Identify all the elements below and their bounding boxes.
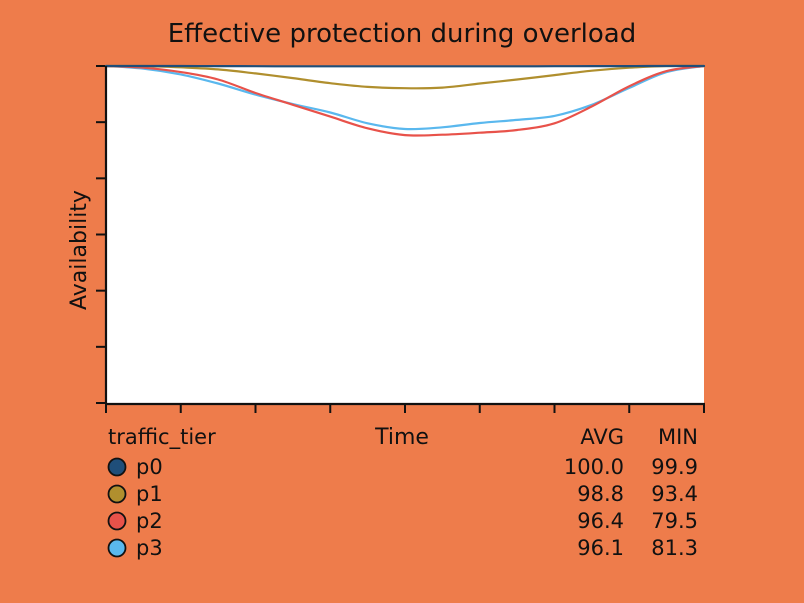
legend-col-min: MIN xyxy=(658,425,698,449)
legend-label-p0: p0 xyxy=(136,455,163,479)
legend-marker-p3 xyxy=(107,538,127,558)
chart-title: Effective protection during overload xyxy=(168,19,636,49)
legend: p0 100.0 99.9 p1 98.8 93.4 p2 96.4 79.5 p3 96.1 81.… xyxy=(107,455,698,560)
legend-avg-p1: 98.8 xyxy=(577,482,624,506)
legend-avg-p0: 100.0 xyxy=(564,455,624,479)
legend-min-p0: 99.9 xyxy=(651,455,698,479)
legend-marker-p2 xyxy=(107,511,127,531)
legend-marker-p1 xyxy=(107,484,127,504)
legend-avg-p3: 96.1 xyxy=(577,536,624,560)
legend-marker-p0 xyxy=(107,457,127,477)
series-layer xyxy=(104,64,706,137)
legend-label-p1: p1 xyxy=(136,482,163,506)
series-line-p1 xyxy=(104,64,706,90)
series-line-p2 xyxy=(104,64,706,137)
legend-title: traffic_tier xyxy=(108,425,216,450)
x-axis-label: Time xyxy=(374,425,429,450)
y-axis-label: Availability xyxy=(67,190,92,310)
legend-min-p3: 81.3 xyxy=(651,536,698,560)
ticks-layer xyxy=(96,65,705,413)
legend-avg-p2: 96.4 xyxy=(577,509,624,533)
legend-min-p2: 79.5 xyxy=(651,509,698,533)
plot-area xyxy=(106,66,704,403)
legend-label-p2: p2 xyxy=(136,509,163,533)
legend-col-avg: AVG xyxy=(580,425,624,449)
legend-label-p3: p3 xyxy=(136,536,163,560)
legend-min-p1: 93.4 xyxy=(651,482,698,506)
